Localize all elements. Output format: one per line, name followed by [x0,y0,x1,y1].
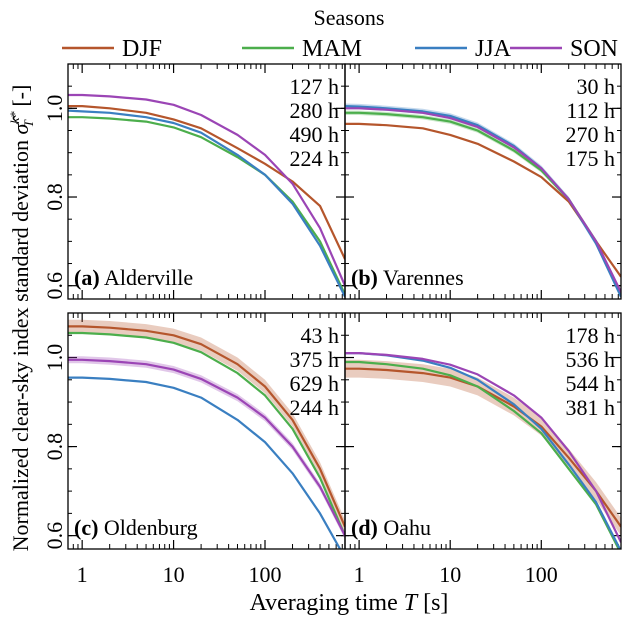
legend: Seasons DJF MAM JJA SON [62,5,618,62]
series-line-son [345,352,621,543]
x-tick-label: 1 [77,562,88,587]
hours-label-jja: 270 h [566,122,616,147]
y-tick-label: 0.6 [42,522,67,550]
x-tick-label: 10 [163,562,185,587]
panel-frame [344,312,622,550]
series-line-son [345,107,621,293]
series-line-djf [68,325,345,528]
y-tick-label: 0.6 [42,272,67,300]
hours-label-son: 175 h [566,146,616,171]
hours-label-djf: 30 h [577,74,616,99]
x-tick-label: 10 [439,562,461,587]
x-tick-label: 1 [354,562,365,587]
hours-label-son: 244 h [290,395,340,420]
panel-title: (b) Varennes [351,265,464,290]
hours-label-mam: 375 h [290,347,340,372]
hours-label-jja: 544 h [566,371,616,396]
panel-frame [344,63,622,300]
series-line-jja [68,109,345,298]
hours-label-son: 381 h [566,395,616,420]
x-tick-label: 100 [249,562,282,587]
legend-title: Seasons [314,5,385,30]
panel-title: (d) Oahu [351,515,431,540]
y-tick-label: 0.8 [42,433,67,461]
legend-label-mam: MAM [302,36,362,62]
series-line-son [68,93,345,287]
series-line-mam [345,360,620,549]
series-line-mam [68,331,345,537]
hours-label-jja: 490 h [290,122,340,147]
series-line-djf [68,105,345,260]
hours-label-djf: 178 h [566,323,616,348]
hours-label-son: 224 h [290,146,340,171]
x-tick-label: 100 [525,562,558,587]
hours-label-mam: 280 h [290,98,340,123]
y-tick-label: 1.0 [42,95,67,123]
hours-label-djf: 43 h [301,323,340,348]
panel-title: (a) Alderville [74,265,193,290]
x-axis-label: Averaging time T [s] [250,590,449,616]
panel-title: (c) Oldenburg [74,515,198,540]
legend-label-jja: JJA [475,36,512,62]
y-axis-label: Normalized clear-sky index standard devi… [7,85,36,552]
legend-label-djf: DJF [122,36,162,62]
hours-label-djf: 127 h [290,74,340,99]
series-line-son [68,358,345,537]
y-tick-label: 0.8 [42,183,67,211]
legend-label-son: SON [570,36,618,62]
hours-label-mam: 112 h [566,98,615,123]
series-line-mam [68,116,345,296]
y-tick-label: 1.0 [42,344,67,372]
series-line-jja [68,376,342,549]
hours-label-mam: 536 h [566,347,616,372]
hours-label-jja: 629 h [290,371,340,396]
